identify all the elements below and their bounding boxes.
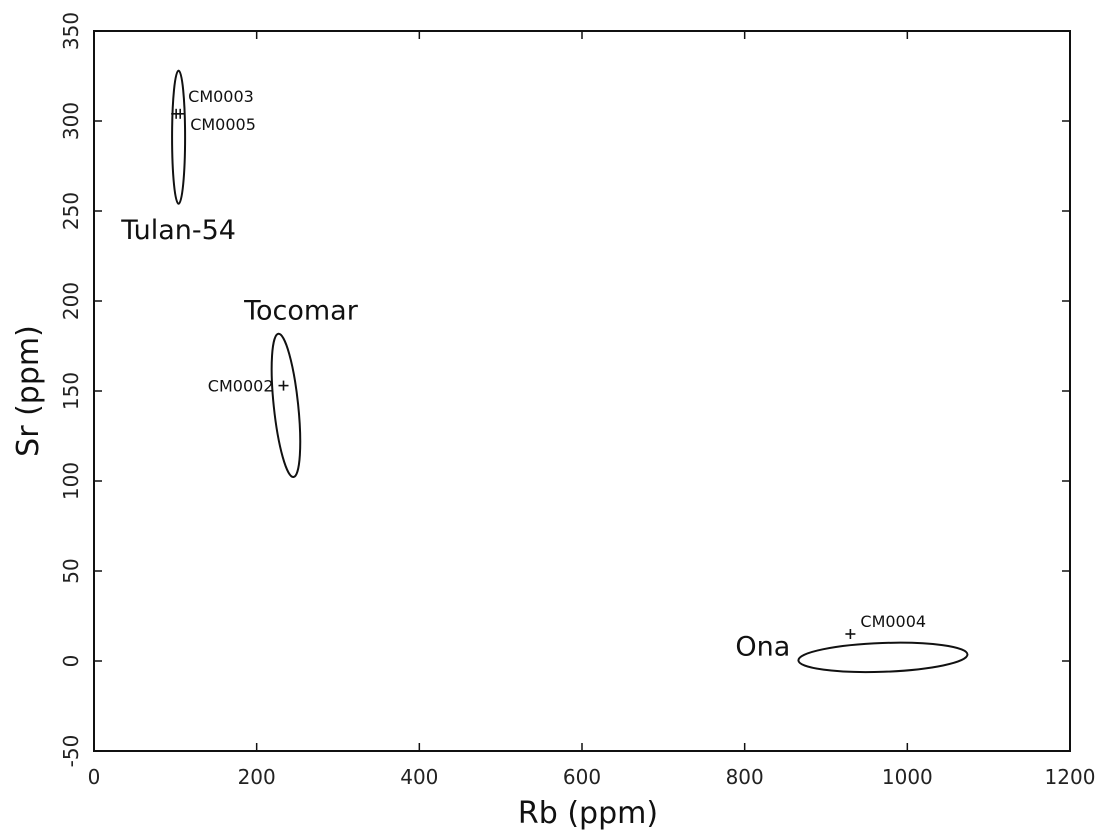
y-axis: -50 0 50 100 150 200 250 300 350 — [59, 12, 1070, 767]
group-label-ona: Ona — [735, 631, 790, 662]
point-label-cm0004: CM0004 — [860, 612, 926, 631]
y-tick-label: 300 — [59, 102, 83, 140]
x-tick-label: 800 — [726, 765, 764, 789]
x-tick-label: 1000 — [882, 765, 933, 789]
x-axis: 0 200 400 600 800 1000 1200 — [88, 31, 1096, 789]
x-tick-label: 200 — [238, 765, 276, 789]
y-tick-label: 0 — [59, 655, 83, 668]
x-axis-title: Rb (ppm) — [518, 796, 658, 831]
group-label-tocomar: Tocomar — [243, 295, 359, 326]
point-label-cm0002: CM0002 — [208, 377, 274, 396]
y-tick-label: 200 — [59, 282, 83, 320]
point-label-cm0003: CM0003 — [188, 87, 254, 106]
data-points: CM0003 CM0005 CM0002 CM0004 — [171, 87, 926, 639]
ellipse-tocomar — [270, 332, 302, 479]
group-label-tulan-54: Tulan-54 — [120, 215, 236, 246]
y-tick-label: 350 — [59, 12, 83, 50]
ellipse-ona — [797, 641, 969, 674]
y-tick-label: 100 — [59, 462, 83, 500]
x-tick-label: 0 — [88, 765, 101, 789]
y-axis-title: Sr (ppm) — [11, 325, 46, 457]
x-tick-label: 400 — [400, 765, 438, 789]
x-tick-label: 600 — [563, 765, 601, 789]
group-ellipses: Tulan-54 Tocomar Ona — [120, 69, 969, 674]
y-tick-label: 250 — [59, 192, 83, 230]
y-tick-label: 50 — [59, 558, 83, 583]
x-tick-label: 1200 — [1045, 765, 1096, 789]
y-tick-label: -50 — [59, 735, 83, 768]
ellipse-tulan-54 — [171, 69, 187, 205]
point-label-cm0005: CM0005 — [190, 115, 256, 134]
y-tick-label: 150 — [59, 372, 83, 410]
